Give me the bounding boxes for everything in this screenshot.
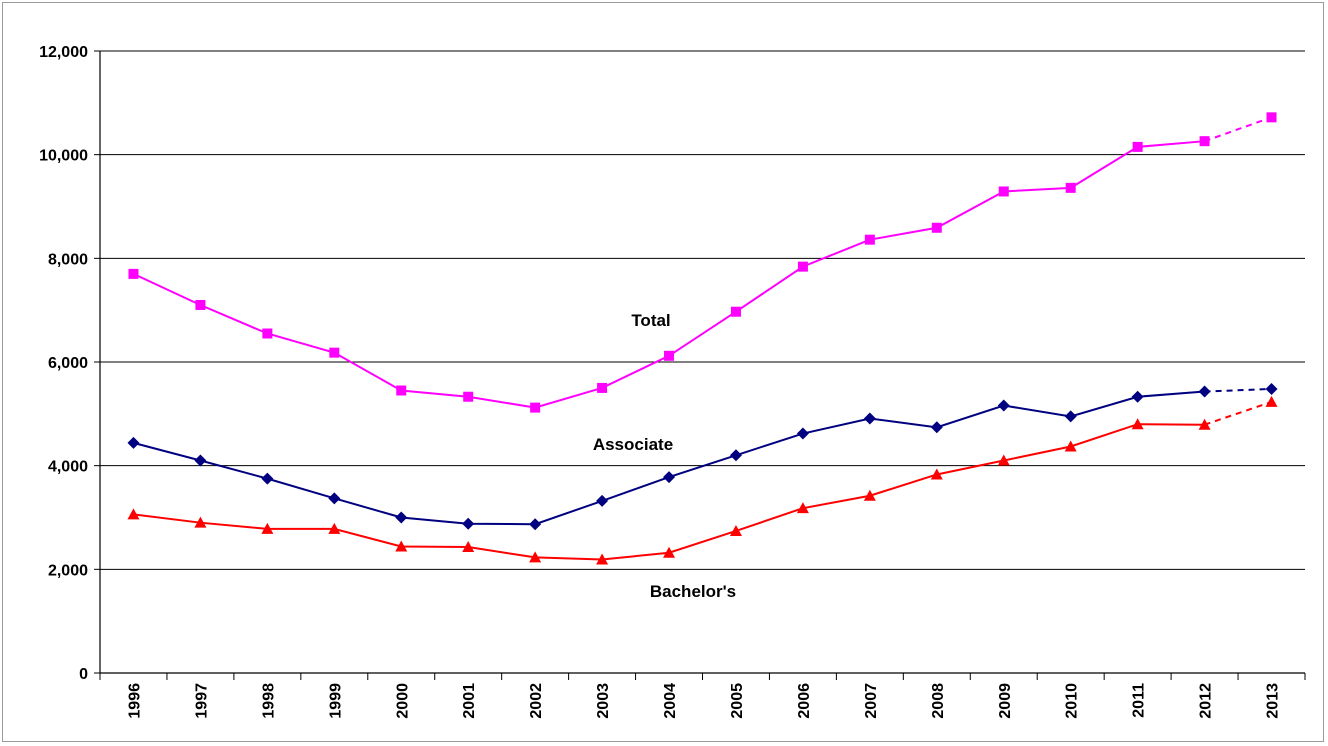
series-lines [133, 116, 1272, 561]
gridlines [100, 50, 1305, 570]
data-point [261, 472, 274, 485]
data-point [1198, 418, 1211, 430]
x-tick-label: 2008 [930, 683, 947, 719]
x-tick-label: 2001 [461, 683, 478, 719]
data-point [863, 489, 876, 501]
series-label-bachelors: Bachelor's [650, 582, 736, 601]
x-tick-label: 2005 [729, 683, 746, 719]
data-point [127, 508, 140, 520]
data-point [1064, 440, 1077, 452]
data-point [127, 436, 140, 449]
data-point [194, 516, 207, 528]
series-projection-1 [1204, 387, 1272, 393]
data-point [1064, 410, 1077, 423]
data-point [663, 471, 676, 484]
data-point [1265, 395, 1278, 407]
data-point [396, 385, 407, 396]
data-point [395, 511, 408, 524]
x-tick-label: 2002 [528, 683, 545, 719]
data-point [1065, 182, 1076, 193]
series-projection-0 [1204, 116, 1272, 143]
data-point [930, 468, 943, 480]
x-tick-label: 1996 [126, 683, 143, 719]
data-point [1198, 385, 1211, 398]
series-label-associate: Associate [593, 435, 673, 454]
data-point [663, 546, 676, 558]
data-point [997, 454, 1010, 466]
series-projection-2 [1204, 400, 1272, 426]
data-point [462, 517, 475, 530]
x-tick-label: 2012 [1198, 683, 1215, 719]
data-point [261, 522, 274, 534]
x-tick-label: 2000 [394, 683, 411, 719]
x-axis-ticks: 1996 1997 1998 1999 2000 2001 2002 2003 2004 2005… [99, 673, 1306, 719]
series-label-total: Total [631, 311, 670, 330]
y-axis-ticks: 0 2,000 4,000 6,000 8,000 10,000 12,000 [39, 44, 100, 683]
data-point [596, 553, 609, 565]
x-tick-label: 1998 [260, 683, 277, 719]
y-tick-label: 8,000 [48, 251, 88, 268]
data-point [1265, 382, 1278, 395]
data-point [529, 551, 542, 563]
data-point [1132, 141, 1143, 152]
x-tick-label: 2013 [1265, 683, 1282, 719]
data-point [596, 494, 609, 507]
data-point [729, 449, 742, 462]
series-labels: Total Associate Bachelor's [593, 311, 736, 601]
data-point [1131, 418, 1144, 430]
data-point [1199, 136, 1210, 147]
y-tick-label: 2,000 [48, 562, 88, 579]
y-tick-label: 4,000 [48, 459, 88, 476]
data-point [729, 524, 742, 536]
x-tick-label: 2011 [1131, 683, 1148, 718]
data-point [997, 399, 1010, 412]
data-point [328, 492, 341, 505]
data-point [930, 421, 943, 434]
y-tick-label: 0 [79, 666, 88, 683]
data-point [931, 222, 942, 233]
data-point [195, 299, 206, 310]
x-tick-label: 2006 [796, 683, 813, 719]
data-point [128, 268, 139, 279]
x-tick-label: 2007 [863, 683, 880, 719]
x-tick-label: 2004 [662, 683, 679, 719]
series-line-1 [133, 390, 1205, 526]
data-point [462, 541, 475, 553]
x-tick-label: 1997 [193, 683, 210, 719]
series-markers [127, 112, 1278, 565]
data-point [1131, 390, 1144, 403]
data-point [796, 502, 809, 514]
data-point [530, 402, 541, 413]
data-point [597, 382, 608, 393]
data-point [863, 412, 876, 425]
data-point [797, 261, 808, 272]
data-point [529, 518, 542, 531]
x-tick-label: 2010 [1064, 683, 1081, 719]
x-tick-label: 1999 [327, 683, 344, 719]
data-point [194, 454, 207, 467]
data-point [328, 522, 341, 534]
x-tick-label: 2009 [997, 683, 1014, 719]
data-point [395, 540, 408, 552]
y-tick-label: 12,000 [39, 44, 88, 61]
data-point [864, 234, 875, 245]
data-point [329, 347, 340, 358]
data-point [998, 186, 1009, 197]
y-tick-label: 6,000 [48, 355, 88, 372]
x-tick-label: 2003 [595, 683, 612, 719]
data-point [664, 350, 675, 361]
data-point [730, 306, 741, 317]
series-line-0 [133, 140, 1205, 409]
data-point [463, 391, 474, 402]
data-point [262, 328, 273, 339]
data-point [1266, 112, 1277, 123]
data-point [796, 427, 809, 440]
y-tick-label: 10,000 [39, 148, 88, 165]
